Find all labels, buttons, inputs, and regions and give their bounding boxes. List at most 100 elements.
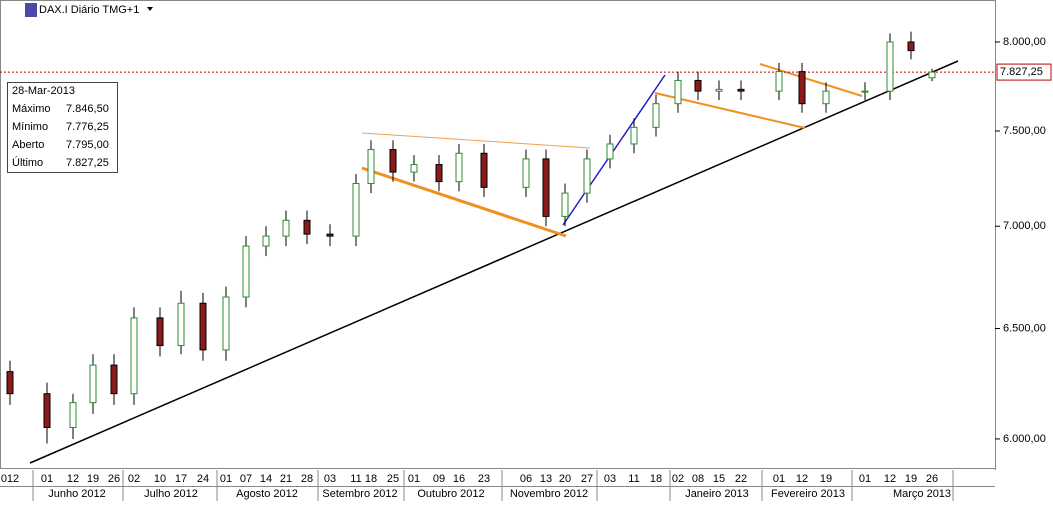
candle-body (199, 302, 207, 351)
x-tick-label: 19 (87, 473, 99, 485)
candle-body (606, 143, 614, 160)
candle-body (694, 79, 702, 92)
candle-body (389, 149, 397, 173)
x-tick-label: 01 (773, 473, 785, 485)
y-tick-label: 6.500,00 (1003, 322, 1046, 334)
x-tick-label: 03 (324, 473, 336, 485)
x-tick-label: 25 (387, 473, 399, 485)
y-tick-label: 6.000,00 (1003, 433, 1046, 445)
month-label: Fevereiro 2013 (771, 488, 845, 500)
x-tick-label: 11 (628, 473, 639, 485)
x-tick-label: 11 (350, 473, 361, 485)
candle-body (542, 158, 550, 217)
trend-line (361, 166, 567, 238)
x-tick-label: 15 (713, 473, 725, 485)
candle-body (222, 296, 230, 351)
info-value: 7.846,50 (66, 103, 109, 115)
candle-body (156, 317, 164, 347)
trend-line (759, 63, 863, 97)
month-label: Novembro 2012 (510, 488, 588, 500)
x-tick-label: 09 (433, 473, 445, 485)
x-tick-label: 19 (905, 473, 917, 485)
x-tick-label: 26 (108, 473, 120, 485)
y-tick-label: 7.000,00 (1003, 220, 1046, 232)
info-frame (7, 82, 118, 173)
candle-body (674, 79, 682, 105)
x-tick-label: 24 (197, 473, 209, 485)
candle-body (907, 41, 915, 52)
candle-body (6, 371, 14, 395)
info-value: 7.776,25 (66, 121, 109, 133)
x-tick-label: 12 (796, 473, 808, 485)
candle-body (928, 71, 936, 79)
x-tick-label: 20 (559, 473, 571, 485)
month-label: Setembro 2012 (322, 488, 397, 500)
info-date: 28-Mar-2013 (12, 85, 75, 97)
chart-title: DAX.I Diário TMG+1 (39, 4, 139, 16)
y-tick-label: 8.000,00 (1003, 36, 1046, 48)
x-tick-label: 03 (604, 473, 616, 485)
x-tick-label: 18 (650, 473, 662, 485)
candle-body (69, 402, 77, 428)
candle-body (110, 364, 118, 395)
month-label: Janeiro 2013 (685, 488, 749, 500)
candle-body (435, 164, 443, 183)
last-price-label: 7.827,25 (1000, 66, 1043, 78)
candle-body (652, 103, 660, 128)
x-tick-label: 26 (926, 473, 938, 485)
x-tick-label: 13 (540, 473, 552, 485)
x-tick-label: 23 (478, 473, 490, 485)
candle-body (775, 71, 783, 92)
x-tick-label: 01 (41, 473, 53, 485)
x-tick-label: 28 (301, 473, 313, 485)
month-label: Agosto 2012 (236, 488, 298, 500)
candle-body (326, 233, 334, 237)
candle-body (798, 71, 806, 105)
candle-body (130, 317, 138, 395)
candle-body (367, 149, 375, 185)
candle-body (43, 393, 51, 428)
month-label: Outubro 2012 (417, 488, 484, 500)
x-tick-label: 02 (672, 473, 684, 485)
info-label: Máximo (12, 103, 51, 115)
plot-frame (0, 0, 996, 469)
x-tick-label: 02 (128, 473, 140, 485)
x-tick-label: 21 (280, 473, 292, 485)
candle-body (262, 235, 270, 247)
info-label: Mínimo (12, 121, 48, 133)
x-tick-label: 18 (365, 473, 377, 485)
month-label: Julho 2012 (144, 488, 198, 500)
candle-body (737, 88, 745, 92)
last-price-tag (996, 63, 1052, 81)
candle-body (303, 219, 311, 235)
x-tick-label: 01 (408, 473, 420, 485)
candle-body (630, 126, 638, 145)
candle-body (177, 302, 185, 347)
candle-body (89, 364, 97, 404)
x-tick-label: 06 (520, 473, 532, 485)
info-value: 7.795,00 (66, 139, 109, 151)
x-tick-label: 01 (859, 473, 871, 485)
x-tick-label: 27 (581, 473, 593, 485)
x-tick-label: 22 (735, 473, 747, 485)
info-label: Último (12, 156, 43, 169)
x-tick-label: 07 (240, 473, 252, 485)
x-tick-label: 17 (175, 473, 187, 485)
x-tick-label: 08 (692, 473, 704, 485)
candle-body (282, 219, 290, 237)
x-tick-label: 01 (220, 473, 232, 485)
x-tick-label: 14 (260, 473, 272, 485)
dropdown-arrow[interactable] (147, 7, 153, 11)
trend-line (562, 74, 666, 226)
candle-body (242, 245, 250, 298)
trend-line (361, 132, 591, 149)
candle-body (715, 88, 723, 92)
candle-body (480, 152, 488, 188)
candle-body (455, 152, 463, 183)
x-tick-label: 12 (884, 473, 896, 485)
symbol-icon (25, 3, 37, 17)
y-tick-label: 7.500,00 (1003, 125, 1046, 137)
month-label: Junho 2012 (48, 488, 106, 500)
candle-body (583, 158, 591, 194)
